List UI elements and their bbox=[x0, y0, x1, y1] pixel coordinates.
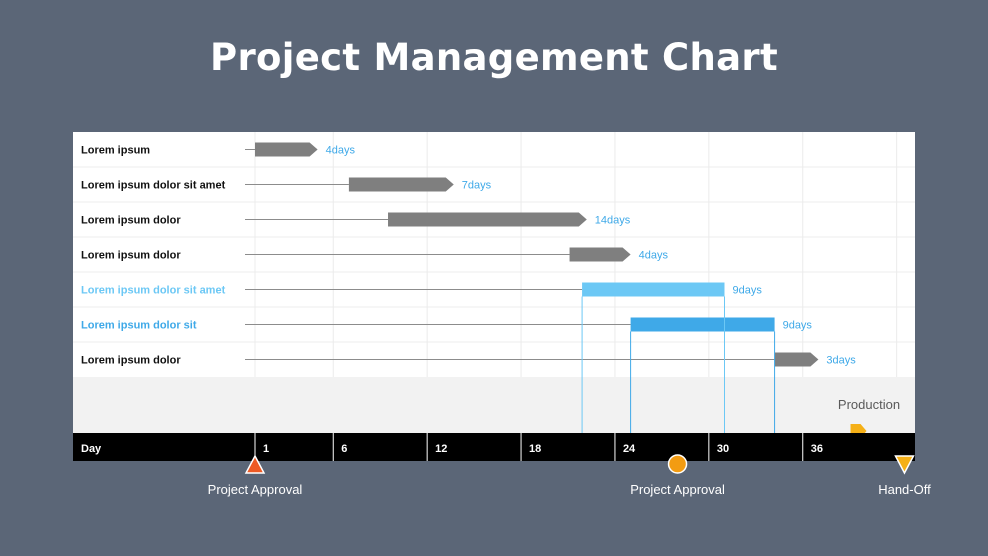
task-label: Lorem ipsum dolor bbox=[81, 250, 181, 262]
axis-tick-label: 30 bbox=[717, 443, 729, 455]
task-label: Lorem ipsum dolor bbox=[81, 355, 181, 367]
task-label: Lorem ipsum dolor bbox=[81, 215, 181, 227]
task-duration: 4days bbox=[326, 145, 356, 157]
task-row: Lorem ipsum dolor sit amet 9days bbox=[81, 282, 763, 297]
circle-icon bbox=[667, 454, 688, 474]
milestone: Project Approval bbox=[208, 454, 303, 497]
milestone-label: Hand-Off bbox=[878, 482, 931, 497]
task-row: Lorem ipsum dolor sit 9days bbox=[81, 317, 813, 332]
task-row: Lorem ipsum dolor 14days bbox=[81, 212, 631, 227]
task-bar bbox=[348, 177, 454, 192]
task-label: Lorem ipsum dolor sit amet bbox=[81, 180, 226, 192]
axis-tick-label: 18 bbox=[529, 443, 541, 455]
task-bar bbox=[255, 142, 318, 157]
task-label: Lorem ipsum bbox=[81, 145, 150, 157]
triangle-down-icon bbox=[894, 455, 915, 475]
axis-tick-label: 6 bbox=[341, 443, 347, 455]
milestone: Project Approval bbox=[630, 454, 725, 497]
time-axis bbox=[73, 433, 915, 461]
task-row: Lorem ipsum dolor sit amet 7days bbox=[81, 177, 492, 192]
task-bar bbox=[388, 212, 587, 227]
task-duration: 7days bbox=[462, 180, 492, 192]
task-bar bbox=[569, 247, 631, 262]
milestone-label: Project Approval bbox=[630, 482, 725, 497]
milestone: Hand-Off bbox=[878, 455, 931, 497]
task-duration: 9days bbox=[783, 320, 813, 332]
triangle-up-icon bbox=[244, 454, 266, 474]
axis-tick-label: 1 bbox=[263, 443, 269, 455]
task-row: Lorem ipsum 4days bbox=[81, 142, 356, 157]
axis-tick-label: 12 bbox=[435, 443, 447, 455]
task-row: Lorem ipsum dolor 4days bbox=[81, 247, 669, 262]
task-bar bbox=[630, 317, 775, 332]
task-duration: 4days bbox=[639, 250, 669, 262]
production-band bbox=[73, 377, 915, 433]
chart-title: Project Management Chart bbox=[210, 36, 778, 79]
production-label: Production bbox=[838, 397, 900, 412]
axis-tick-label: 36 bbox=[811, 443, 823, 455]
task-duration: 14days bbox=[595, 215, 631, 227]
task-bar bbox=[774, 352, 819, 367]
task-row: Lorem ipsum dolor 3days bbox=[81, 352, 856, 367]
task-bar bbox=[582, 282, 725, 297]
axis-tick-label: 24 bbox=[623, 443, 636, 455]
task-duration: 3days bbox=[826, 355, 856, 367]
task-label: Lorem ipsum dolor sit amet bbox=[81, 285, 226, 297]
milestone-label: Project Approval bbox=[208, 482, 303, 497]
axis-label: Day bbox=[81, 443, 102, 455]
task-duration: 9days bbox=[733, 285, 763, 297]
task-label: Lorem ipsum dolor sit bbox=[81, 320, 197, 332]
